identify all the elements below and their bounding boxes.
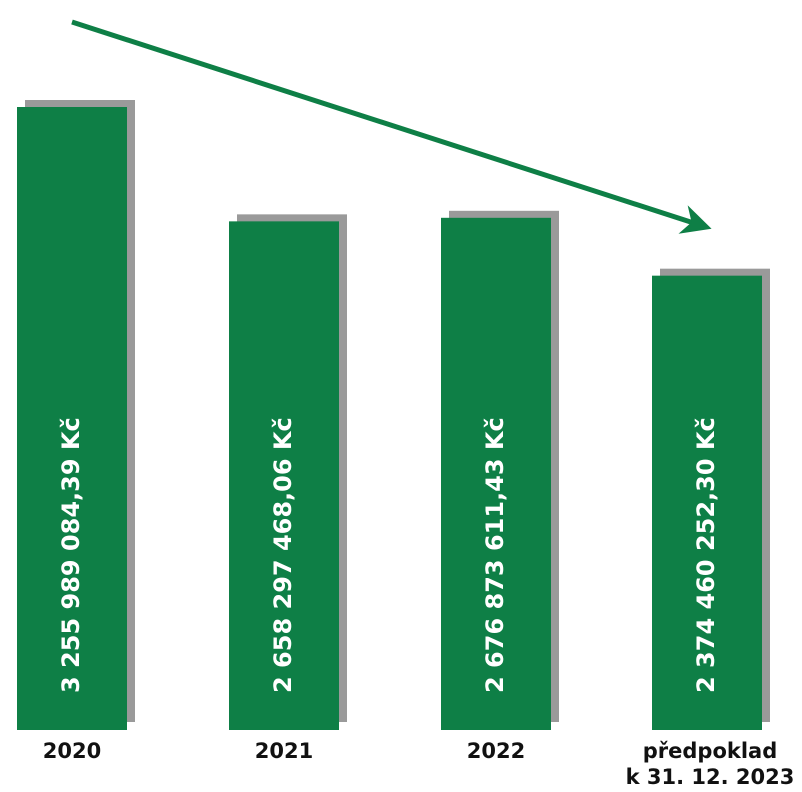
bar-value-label: 2 658 297 468,06 Kč [269, 417, 297, 693]
bar [441, 217, 551, 730]
bar [229, 221, 339, 731]
bar-group: 3 255 989 084,39 Kč 2020 [17, 100, 135, 763]
bar-value-label: 2 374 460 252,30 Kč [692, 417, 720, 693]
bar-group: 2 676 873 611,43 Kč 2022 [441, 210, 559, 763]
bar-group: 2 658 297 468,06 Kč 2021 [229, 214, 347, 763]
bar [652, 275, 762, 730]
category-label: k 31. 12. 2023 [626, 765, 795, 789]
bar-value-label: 2 676 873 611,43 Kč [481, 417, 509, 693]
category-label: 2020 [43, 739, 101, 763]
bars-layer: 3 255 989 084,39 Kč 2020 2 658 297 468,06 … [17, 100, 794, 789]
trend-arrow [71, 19, 712, 234]
category-label: 2022 [467, 739, 525, 763]
category-label: předpoklad [643, 739, 778, 763]
category-label: 2021 [255, 739, 313, 763]
bar-value-label: 3 255 989 084,39 Kč [57, 417, 85, 693]
bar [17, 107, 127, 730]
